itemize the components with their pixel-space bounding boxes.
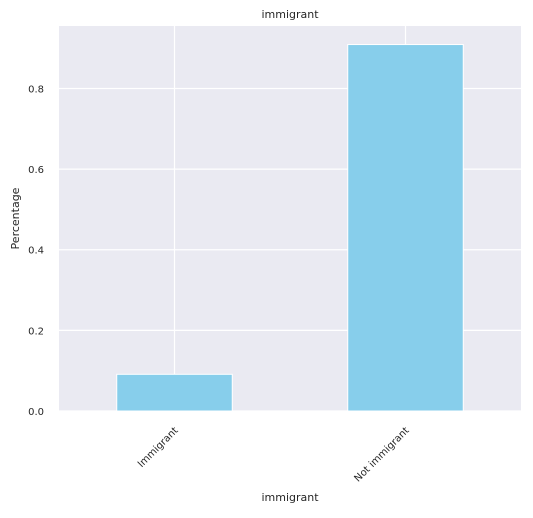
bars: [116, 44, 464, 412]
y-tick-label: 0.8: [28, 84, 44, 95]
bar-not-immigrant: [347, 44, 464, 412]
y-tick-labels: 0.0 0.2 0.4 0.6 0.8: [28, 84, 44, 418]
chart-title: immigrant: [261, 8, 319, 21]
y-tick-label: 0.4: [28, 246, 44, 257]
x-tick-labels: Immigrant Not immigrant: [136, 425, 412, 484]
y-tick-label: 0.6: [28, 165, 44, 176]
x-tick-label: Not immigrant: [353, 425, 412, 484]
y-axis-label: Percentage: [9, 187, 22, 249]
x-tick-label: Immigrant: [136, 425, 181, 470]
y-tick-label: 0.0: [28, 407, 44, 418]
y-tick-label: 0.2: [28, 326, 44, 337]
bar-immigrant: [116, 373, 233, 412]
x-axis-label: immigrant: [261, 491, 319, 504]
